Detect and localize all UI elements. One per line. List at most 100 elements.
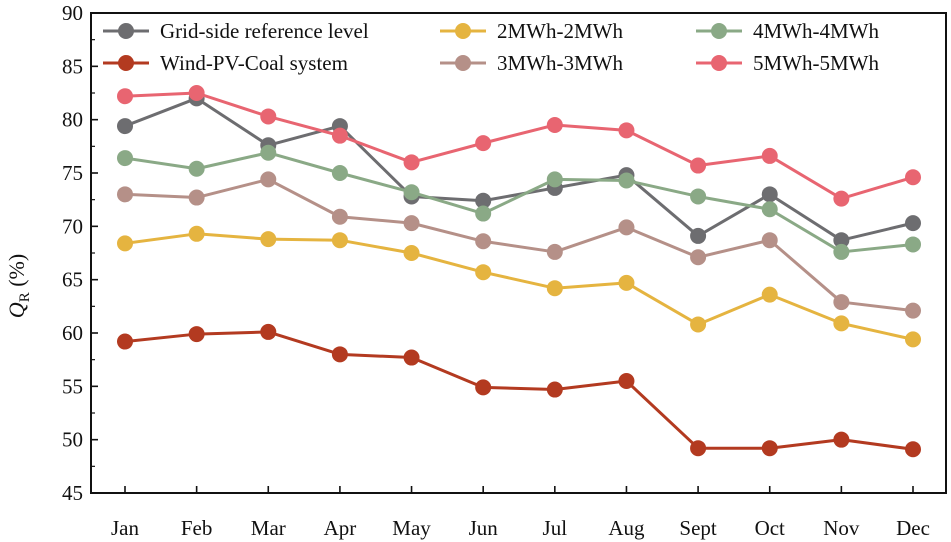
data-point: [761, 186, 778, 203]
y-tick-label: 55: [62, 374, 83, 398]
data-point: [690, 188, 707, 205]
data-point: [331, 165, 348, 181]
data-point: [188, 225, 205, 242]
series-5: [117, 85, 921, 207]
data-point: [761, 147, 778, 164]
legend-label: Wind-PV-Coal system: [160, 51, 348, 75]
x-tick-label: Mar: [251, 516, 286, 540]
x-tick-label: Jun: [469, 516, 499, 540]
series-line: [124, 330, 914, 451]
data-point: [761, 201, 778, 218]
data-point: [833, 431, 850, 448]
data-point: [833, 294, 850, 311]
data-point: [403, 184, 420, 201]
data-point: [403, 245, 420, 261]
legend-label: Grid-side reference level: [160, 19, 369, 43]
data-point: [546, 243, 563, 260]
legend-label: 3MWh-3MWh: [497, 51, 623, 75]
legend-marker: [118, 55, 134, 71]
x-tick-label: Sept: [679, 516, 717, 540]
y-axis-title: QR (%): [4, 254, 33, 318]
plot-frame: [90, 12, 947, 494]
legend-entry: Grid-side reference level: [103, 19, 369, 43]
legend-entry: Wind-PV-Coal system: [103, 51, 348, 75]
series-line: [124, 91, 914, 201]
y-tick-label: 85: [62, 54, 83, 78]
x-tick-label: May: [392, 516, 431, 540]
data-point: [618, 219, 635, 236]
legend-label: 4MWh-4MWh: [753, 19, 879, 43]
data-point: [905, 441, 921, 458]
data-point: [475, 205, 492, 222]
data-point: [331, 346, 348, 363]
data-point: [905, 236, 921, 253]
data-point: [546, 171, 563, 188]
x-tick-label: Oct: [755, 516, 785, 540]
data-point: [833, 190, 850, 207]
data-point: [690, 440, 707, 457]
data-point: [833, 315, 850, 332]
data-point: [331, 232, 348, 249]
series-line: [124, 232, 914, 341]
data-point: [475, 264, 492, 281]
data-point: [618, 373, 635, 389]
data-point: [117, 235, 133, 252]
data-point: [403, 154, 420, 171]
y-tick-label: 75: [62, 161, 83, 185]
data-point: [833, 232, 850, 249]
data-point: [188, 189, 205, 206]
data-point: [905, 169, 921, 186]
data-point: [475, 192, 492, 209]
data-point: [618, 172, 635, 189]
data-point: [331, 208, 348, 225]
legend-marker: [118, 23, 134, 39]
series-1: [117, 323, 921, 458]
data-point: [833, 243, 850, 260]
legend-entry: 5MWh-5MWh: [696, 51, 879, 75]
legend-marker: [711, 23, 727, 39]
data-point: [475, 233, 492, 250]
series-4: [117, 144, 921, 260]
data-point: [188, 85, 205, 101]
data-point: [905, 331, 921, 348]
x-tick-label: Nov: [823, 516, 860, 540]
data-point: [403, 349, 420, 366]
data-point: [260, 171, 277, 188]
data-point: [475, 379, 492, 396]
x-tick-label: Aug: [608, 516, 645, 540]
x-tick-label: Dec: [896, 516, 930, 540]
series-line: [124, 177, 914, 313]
data-point: [188, 326, 205, 343]
series-group: [117, 85, 921, 458]
data-point: [761, 286, 778, 303]
data-point: [905, 302, 921, 319]
series-2: [117, 225, 921, 348]
y-tick-label: 90: [62, 1, 83, 25]
data-point: [260, 144, 277, 161]
data-point: [618, 274, 635, 291]
data-point: [905, 215, 921, 232]
y-tick-label: 45: [62, 481, 83, 505]
data-point: [761, 440, 778, 457]
data-point: [690, 249, 707, 266]
data-point: [117, 186, 133, 203]
series-line: [124, 96, 914, 242]
legend-marker: [455, 23, 471, 39]
series-3: [117, 171, 921, 319]
legend-marker: [711, 55, 727, 71]
y-tick-label: 70: [62, 214, 83, 238]
legend: Grid-side reference level 2MWh-2MWh 4MWh-4…: [103, 19, 879, 75]
y-tick-label: 60: [62, 321, 83, 345]
data-point: [260, 108, 277, 125]
data-point: [117, 118, 133, 135]
legend-entry: 2MWh-2MWh: [440, 19, 623, 43]
data-point: [117, 88, 133, 105]
series-0: [117, 90, 921, 249]
data-point: [260, 231, 277, 248]
x-tick-label: Jul: [543, 516, 568, 540]
x-tick-label: Apr: [324, 516, 357, 540]
legend-entry: 3MWh-3MWh: [440, 51, 623, 75]
data-point: [690, 316, 707, 333]
data-point: [117, 150, 133, 167]
